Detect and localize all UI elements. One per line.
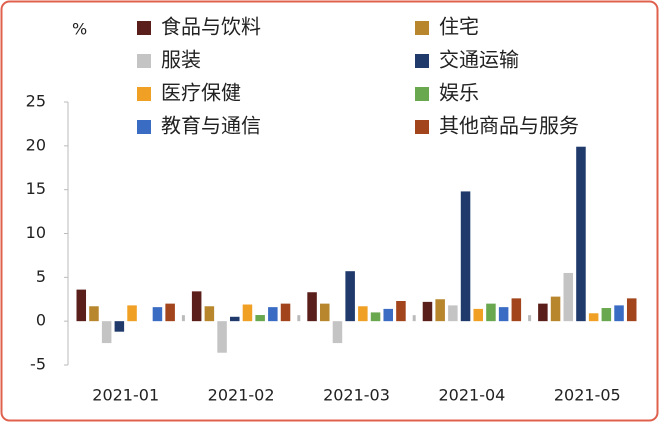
bar	[229, 316, 240, 322]
y-tick-label: 10	[26, 223, 46, 242]
bar	[511, 298, 522, 322]
x-tick-label: 2021-04	[438, 386, 505, 405]
bar	[332, 321, 343, 344]
bar	[358, 306, 368, 322]
x-tick-label: 2021-01	[92, 386, 159, 405]
bar	[345, 271, 355, 322]
legend-label: 住宅	[439, 15, 479, 39]
bar	[320, 303, 330, 322]
bar	[626, 298, 637, 322]
legend-label: 教育与通信	[161, 114, 261, 138]
legend-label: 交通运输	[439, 48, 519, 72]
bar	[204, 306, 215, 322]
legend-label: 娱乐	[439, 81, 479, 105]
bar	[217, 321, 227, 353]
bar	[255, 315, 265, 322]
bar	[498, 307, 509, 322]
bar	[383, 308, 393, 322]
bar	[396, 301, 406, 322]
legend-swatch	[137, 21, 151, 35]
legend-label: 医疗保健	[161, 81, 241, 105]
bar	[486, 303, 496, 322]
bar	[268, 307, 278, 322]
bar	[473, 308, 484, 322]
bar	[280, 303, 291, 322]
legend-label: 食品与饮料	[161, 15, 261, 39]
y-tick-label: 5	[36, 267, 46, 286]
x-tick-label: 2021-05	[554, 386, 621, 405]
bar	[601, 308, 612, 322]
legend-swatch	[415, 21, 429, 35]
bar	[89, 306, 99, 322]
x-tick-label: 2021-03	[323, 386, 390, 405]
bar	[435, 299, 445, 322]
bar	[460, 191, 471, 322]
bar	[563, 272, 574, 322]
bar	[448, 305, 458, 322]
bar	[191, 291, 202, 322]
legend-swatch	[137, 54, 151, 68]
bar	[242, 304, 253, 322]
bar	[576, 146, 586, 322]
legend-label: 其他商品与服务	[439, 114, 579, 138]
bar	[588, 313, 599, 322]
y-tick-label: 20	[26, 135, 46, 154]
y-unit: %	[72, 20, 87, 39]
legend-swatch	[137, 87, 151, 101]
y-tick-label: -5	[30, 355, 46, 374]
bar	[101, 321, 112, 344]
legend-swatch	[415, 54, 429, 68]
bar	[422, 301, 433, 322]
bar	[307, 292, 317, 322]
bar	[614, 305, 624, 322]
bar	[538, 303, 548, 322]
bar	[152, 307, 163, 322]
bar	[550, 296, 561, 322]
legend-swatch	[137, 120, 151, 134]
bar	[76, 289, 87, 322]
y-tick-label: 0	[36, 311, 46, 330]
bar	[127, 305, 137, 322]
bar	[114, 321, 125, 332]
legend-swatch	[415, 120, 429, 134]
bar	[165, 303, 175, 322]
y-tick-label: 15	[26, 179, 46, 198]
legend-label: 服装	[161, 48, 201, 72]
bar	[370, 312, 381, 322]
x-tick-label: 2021-02	[208, 386, 275, 405]
legend-swatch	[415, 87, 429, 101]
y-tick-label: 25	[26, 92, 46, 111]
